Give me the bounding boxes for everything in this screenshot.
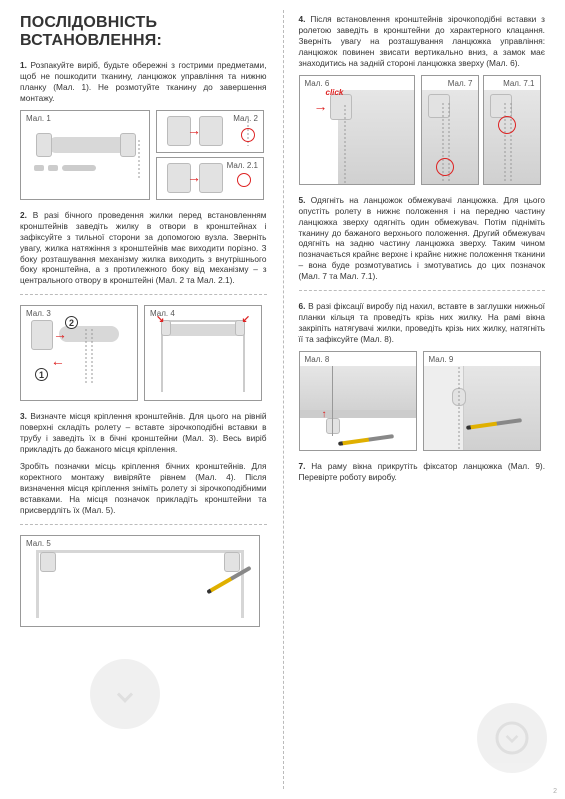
- step-5-body: Одягніть на ланцюжок обмежувачі ланцюжка…: [299, 195, 546, 282]
- step-4-body: Після встановлення кронштейнів зірочкопо…: [299, 14, 546, 68]
- left-divider-1: [20, 294, 267, 295]
- step-1-text: 1. Розпакуйте виріб, будьте обережні з г…: [20, 60, 267, 104]
- fig-row-5: Мал. 8 ↑ Мал. 9: [299, 351, 546, 451]
- click-label: click: [326, 88, 344, 97]
- figure-2: Мал. 2 →: [156, 110, 264, 153]
- figure-6: Мал. 6 → click: [299, 75, 415, 185]
- watermark-icon-2: [477, 703, 547, 773]
- left-column: ПОСЛІДОВНІСТЬ ВСТАНОВЛЕННЯ: 1. Розпакуйт…: [0, 0, 283, 799]
- figure-3: Мал. 3 → → 2 1: [20, 305, 138, 401]
- step-5-text: 5. Одягніть на ланцюжок обмежувачі ланцю…: [299, 195, 546, 283]
- figure-8-label: Мал. 8: [305, 355, 330, 364]
- figure-3-art: → → 2 1: [29, 314, 129, 392]
- figure-7-1-label: Мал. 7.1: [503, 79, 534, 88]
- left-divider-2: [20, 524, 267, 525]
- page-title: ПОСЛІДОВНІСТЬ ВСТАНОВЛЕННЯ:: [20, 14, 267, 50]
- figure-4-art: ↘ ↙: [153, 314, 253, 392]
- step-2-body: В разі бічного проведення жилки перед вс…: [20, 210, 267, 286]
- figure-1-art: [30, 125, 140, 185]
- figure-9: Мал. 9: [423, 351, 541, 451]
- figure-4: Мал. 4 ↘ ↙: [144, 305, 262, 401]
- figure-7-1: Мал. 7.1: [483, 75, 541, 185]
- figure-5: Мал. 5: [20, 535, 260, 627]
- figure-7-label: Мал. 7: [448, 79, 473, 88]
- step-6-body: В разі фіксації виробу під нахил, вставт…: [299, 301, 546, 344]
- fig-row-4: Мал. 6 → click Мал. 7 Мал. 7.1: [299, 75, 546, 185]
- figure-2-1: Мал. 2.1 →: [156, 157, 264, 200]
- right-divider-1: [299, 290, 546, 291]
- fig-row-1: Мал. 1 Мал. 2 →: [20, 110, 267, 200]
- figure-2-art: →: [165, 114, 255, 148]
- step-6-text: 6. В разі фіксації виробу під нахил, вст…: [299, 301, 546, 345]
- figure-5-art: [30, 544, 250, 618]
- right-column: 4. Після встановлення кронштейнів зірочк…: [283, 0, 565, 799]
- figure-6-label: Мал. 6: [305, 79, 330, 88]
- figure-1-label: Мал. 1: [26, 114, 51, 123]
- page: ПОСЛІДОВНІСТЬ ВСТАНОВЛЕННЯ: 1. Розпакуйт…: [0, 0, 565, 799]
- figure-8: Мал. 8 ↑: [299, 351, 417, 451]
- step-2-text: 2. В разі бічного проведення жилки перед…: [20, 210, 267, 287]
- watermark-icon: [90, 659, 160, 729]
- figure-2-1-art: →: [165, 161, 255, 195]
- figure-9-label: Мал. 9: [429, 355, 454, 364]
- figure-1: Мал. 1: [20, 110, 150, 200]
- step-1-body: Розпакуйте виріб, будьте обережні з гост…: [20, 60, 267, 103]
- page-number: 2: [553, 788, 557, 795]
- fig-row-3: Мал. 5: [20, 535, 267, 627]
- step-7-text: 7. На раму вікна прикрутіть фіксатор лан…: [299, 461, 546, 483]
- step-3b-text: Зробіть позначки місць кріплення бічних …: [20, 461, 267, 516]
- step-4-text: 4. Після встановлення кронштейнів зірочк…: [299, 14, 546, 69]
- step-7-body: На раму вікна прикрутіть фіксатор ланцюж…: [299, 461, 546, 482]
- figure-7: Мал. 7: [421, 75, 479, 185]
- fig-row-2: Мал. 3 → → 2 1 Мал. 4: [20, 305, 267, 401]
- step-3a-body: Визначте місця кріплення кронштейнів. Дл…: [20, 411, 267, 454]
- step-3a-text: 3. Визначте місця кріплення кронштейнів.…: [20, 411, 267, 455]
